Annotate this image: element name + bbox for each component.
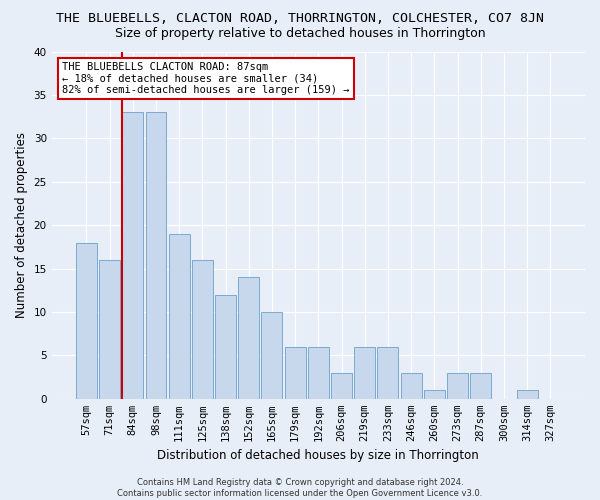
Bar <box>517 390 538 399</box>
Bar <box>262 312 283 399</box>
Bar <box>215 294 236 399</box>
Bar <box>424 390 445 399</box>
Bar <box>99 260 120 399</box>
Text: THE BLUEBELLS, CLACTON ROAD, THORRINGTON, COLCHESTER, CO7 8JN: THE BLUEBELLS, CLACTON ROAD, THORRINGTON… <box>56 12 544 26</box>
Bar <box>122 112 143 399</box>
Bar <box>331 373 352 399</box>
Bar <box>470 373 491 399</box>
Bar <box>377 346 398 399</box>
Bar <box>447 373 468 399</box>
Y-axis label: Number of detached properties: Number of detached properties <box>15 132 28 318</box>
Bar <box>76 242 97 399</box>
Bar <box>354 346 375 399</box>
Bar <box>308 346 329 399</box>
Text: THE BLUEBELLS CLACTON ROAD: 87sqm
← 18% of detached houses are smaller (34)
82% : THE BLUEBELLS CLACTON ROAD: 87sqm ← 18% … <box>62 62 350 95</box>
Bar <box>284 346 305 399</box>
Bar <box>146 112 166 399</box>
Text: Contains HM Land Registry data © Crown copyright and database right 2024.
Contai: Contains HM Land Registry data © Crown c… <box>118 478 482 498</box>
X-axis label: Distribution of detached houses by size in Thorrington: Distribution of detached houses by size … <box>157 450 479 462</box>
Bar <box>169 234 190 399</box>
Bar <box>238 277 259 399</box>
Text: Size of property relative to detached houses in Thorrington: Size of property relative to detached ho… <box>115 28 485 40</box>
Bar <box>192 260 213 399</box>
Bar <box>401 373 422 399</box>
